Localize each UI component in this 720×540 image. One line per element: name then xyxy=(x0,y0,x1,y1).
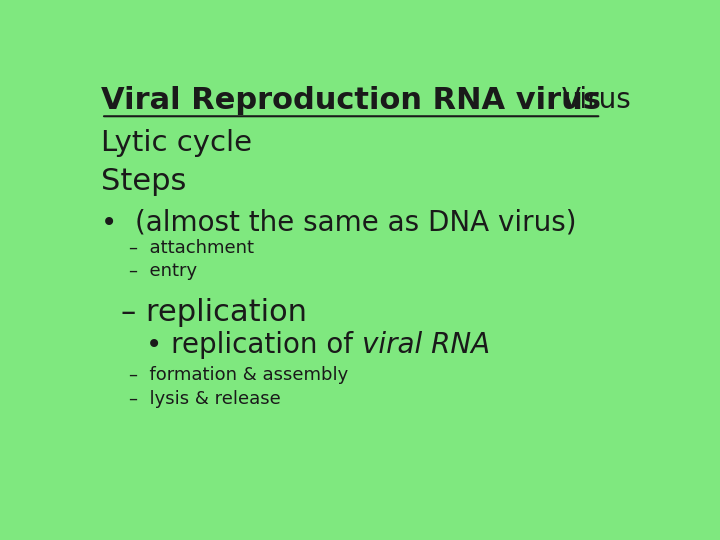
Text: –  entry: – entry xyxy=(129,262,197,280)
Text: Virus: Virus xyxy=(562,85,631,113)
Text: –  attachment: – attachment xyxy=(129,239,254,256)
Text: –  formation & assembly: – formation & assembly xyxy=(129,366,348,384)
Text: viral RNA: viral RNA xyxy=(361,331,490,359)
Text: –  lysis & release: – lysis & release xyxy=(129,390,281,408)
Text: Viral Reproduction RNA virus: Viral Reproduction RNA virus xyxy=(101,85,601,114)
Text: • replication of: • replication of xyxy=(145,331,361,359)
Text: – replication: – replication xyxy=(121,298,307,327)
Text: •  (almost the same as DNA virus): • (almost the same as DNA virus) xyxy=(101,208,577,237)
Text: Steps: Steps xyxy=(101,167,186,195)
Text: Lytic cycle: Lytic cycle xyxy=(101,129,252,157)
